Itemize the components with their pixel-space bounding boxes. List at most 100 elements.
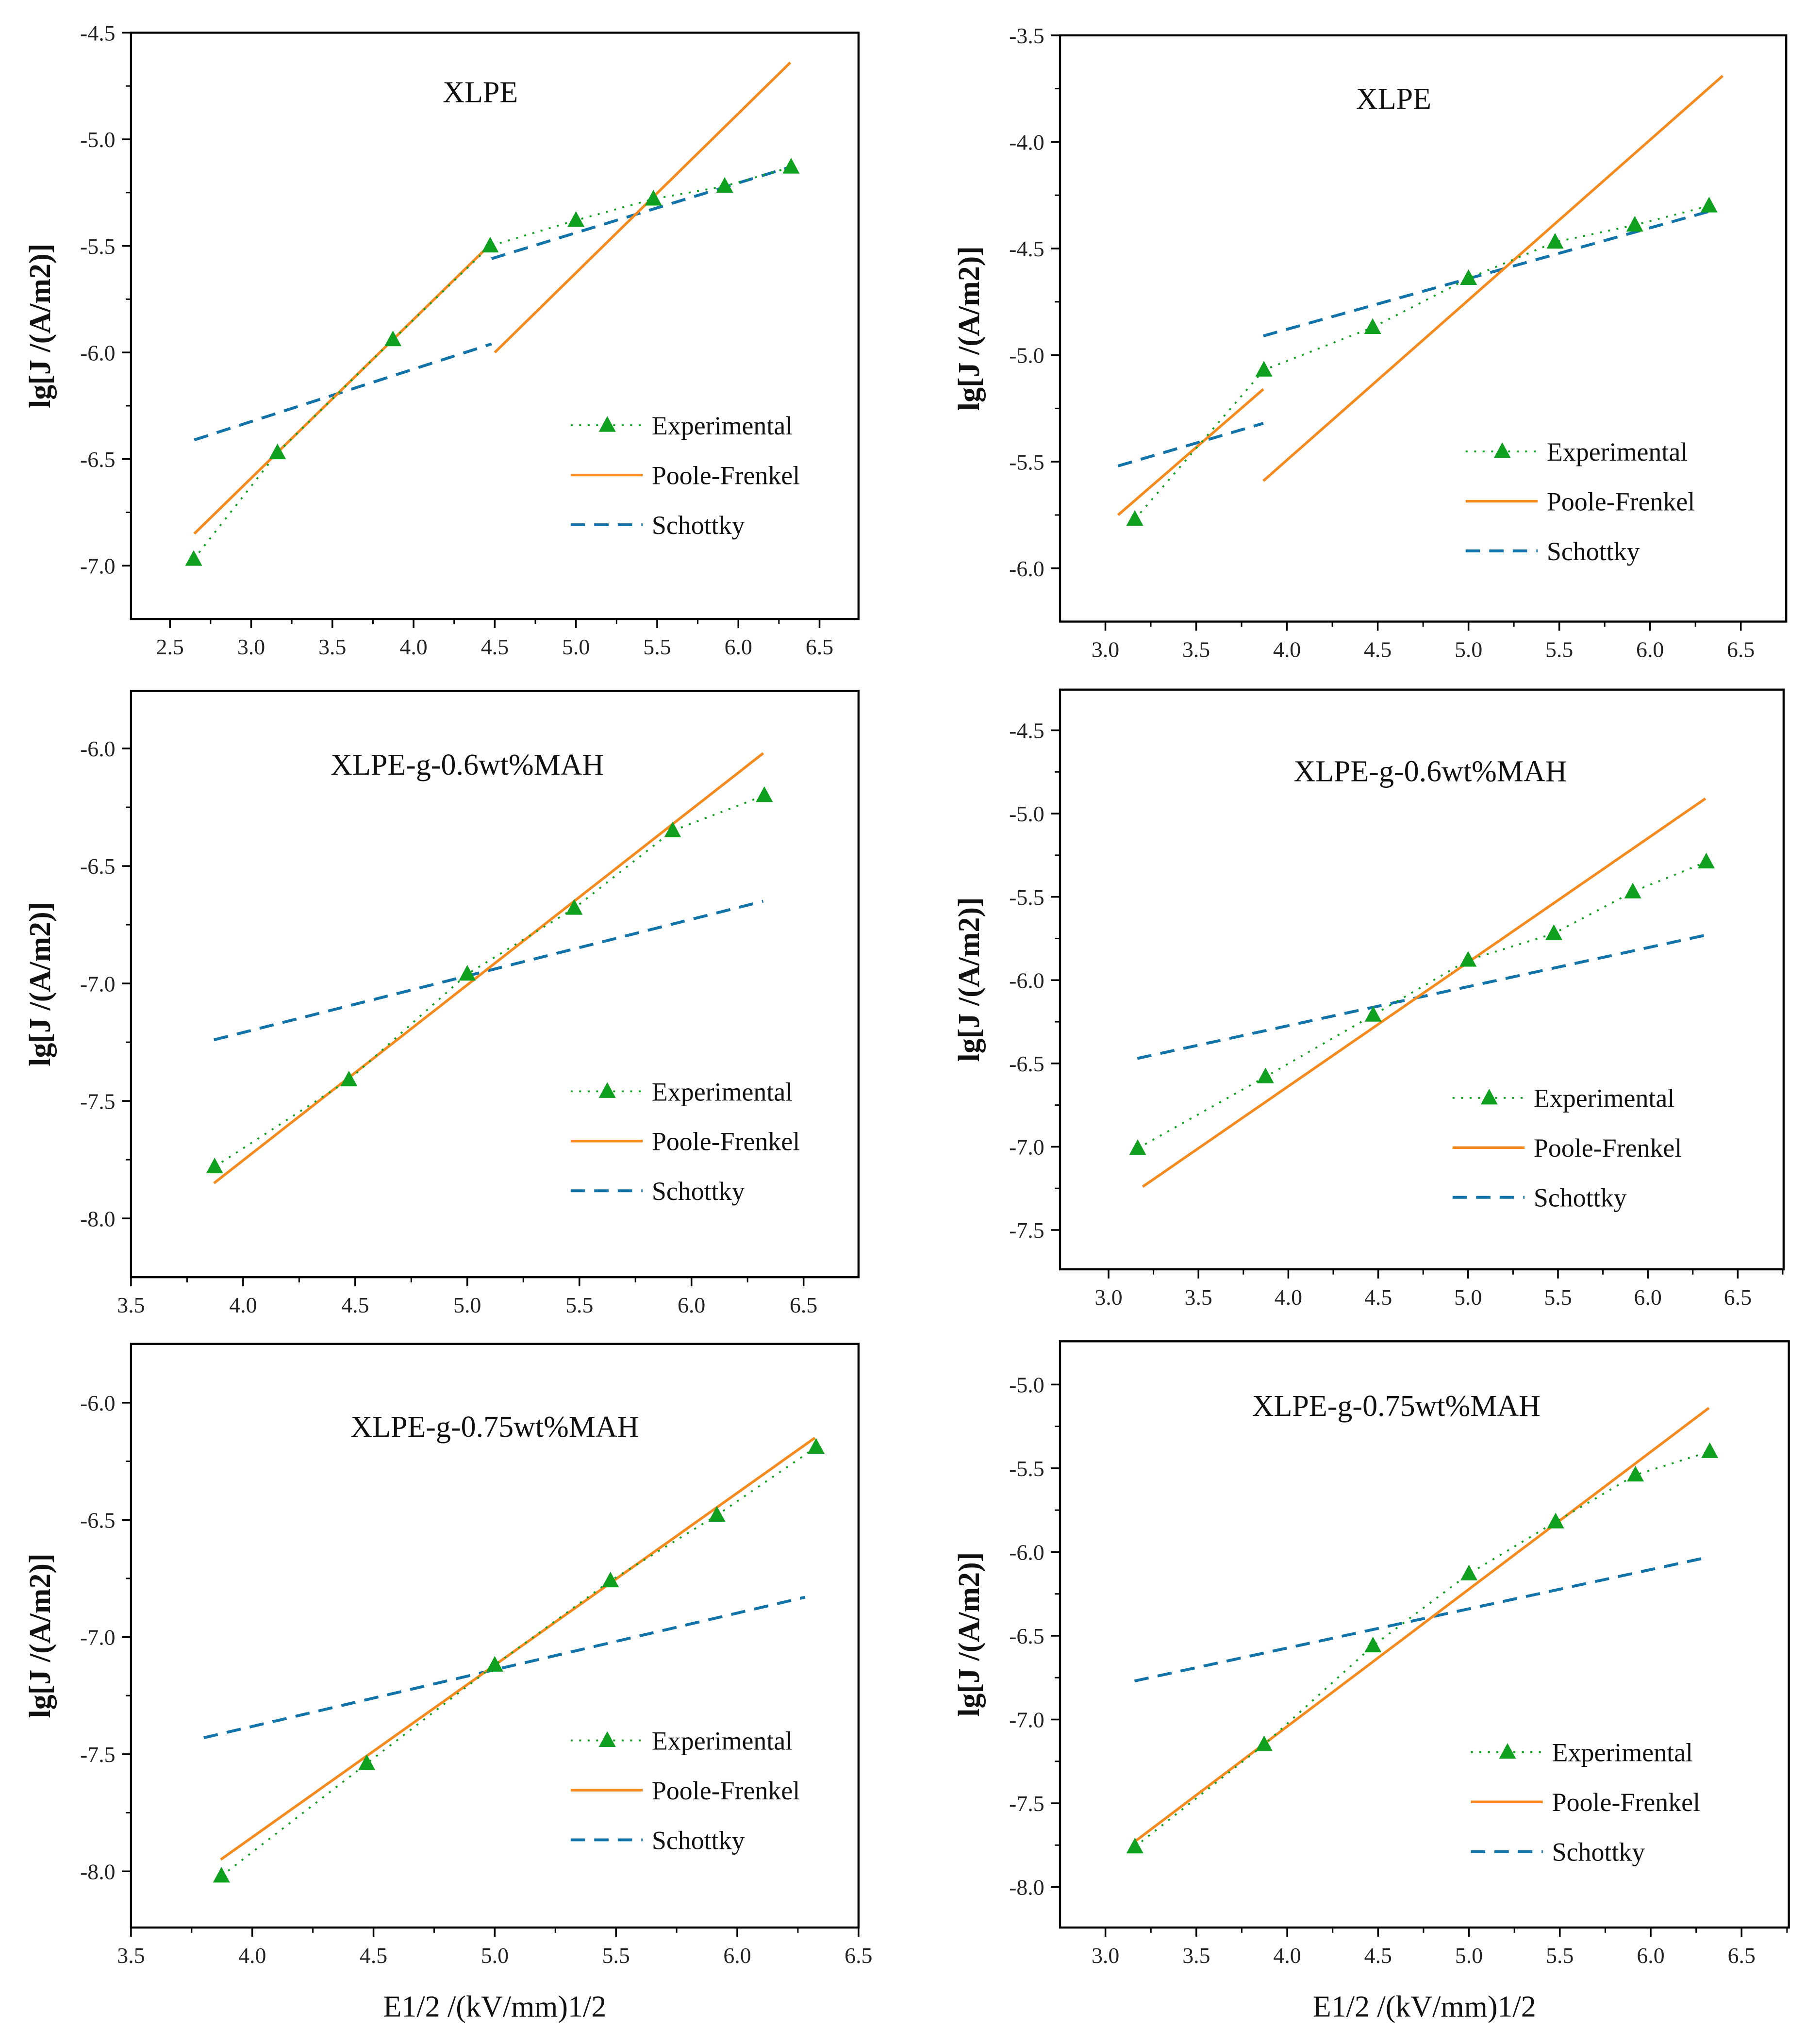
x-tick-label: 6.5 [806,634,833,659]
legend-label: Poole-Frenkel [652,461,800,490]
chart-panel-1: 2.5 3.0 3.5 4.0 4.5 5.0 5.5 6.0 6.5 -7.0 -6.5 -6.0 -… [24,21,860,659]
y-tick-label: -8.0 [80,1206,116,1231]
y-tick-label: -5.0 [1009,801,1044,826]
y-tick-label: -6.5 [1009,1051,1044,1076]
experimental-point [358,1754,376,1770]
chart-panel-6: 3.0 3.5 4.0 4.5 5.0 5.5 6.0 6.5 -8.0 -7.5 -7.0 -6.5… [953,1340,1790,2023]
x-tick-label: 6.0 [1636,637,1664,662]
legend-label: Schottky [652,511,745,540]
y-tick-label: -5.5 [80,234,116,259]
chart-panel-5: 3.5 4.0 4.5 5.0 5.5 6.0 6.5 -8.0 -7.5 -7.0 -6.5 -6.… [24,1343,872,2023]
x-tick-label: 5.0 [453,1293,481,1317]
x-tick-label: 5.5 [1544,1285,1572,1310]
y-tick-label: -5.5 [1009,449,1044,474]
experimental-point [1364,318,1381,334]
schottky-fit-line [491,166,791,260]
plot-frame [130,32,860,620]
x-tick-label: 4.5 [1364,1285,1392,1310]
legend-label: Schottky [652,1177,745,1206]
experimental-point [1364,1006,1382,1022]
legend-label: Experimental [652,1726,793,1755]
legend-label: Poole-Frenkel [1547,487,1695,516]
experimental-point [1460,269,1477,285]
experimental-line [193,166,792,560]
x-tick-label: 6.0 [1637,1943,1664,1968]
x-tick-label: 3.0 [1092,637,1119,662]
y-axis-label: lg[J /(A/m2)] [953,1552,986,1717]
poole-frenkel-fit-line [494,61,792,354]
legend-label: Poole-Frenkel [1534,1133,1682,1163]
x-tick-label: 4.5 [1364,637,1392,662]
x-tick-label: 4.0 [399,634,427,659]
experimental-point [213,1867,230,1883]
y-tick-label: -6.0 [1009,556,1044,581]
chart-panel-4: 3.0 3.5 4.0 4.5 5.0 5.5 6.0 6.5 -7.5 -7.0 -6.5 -6.0… [953,688,1785,1310]
experimental-point [1126,1837,1143,1854]
experimental-line [1134,205,1709,520]
x-tick-label: 5.5 [602,1943,630,1968]
x-tick-label: 3.0 [237,634,265,659]
x-tick-label: 4.5 [1364,1943,1392,1968]
x-tick-label: 5.0 [1454,1285,1482,1310]
experimental-point [645,190,662,206]
experimental-point [1256,1735,1273,1751]
x-tick-label: 6.0 [678,1293,705,1317]
x-tick-label: 4.0 [1275,1285,1302,1310]
experimental-point [565,899,583,915]
y-tick-label: -6.0 [1009,1540,1044,1565]
poole-frenkel-fit-line [1262,75,1724,482]
x-tick-label: 5.0 [481,1943,509,1968]
legend-label: Experimental [1534,1084,1674,1113]
x-tick-label: 4.5 [360,1943,387,1968]
experimental-point [1126,510,1143,526]
y-tick-label: -7.5 [1009,1791,1044,1816]
legend-triangle-icon [1493,442,1511,458]
legend-label: Poole-Frenkel [652,1776,800,1805]
x-tick-label: 5.5 [1546,1943,1574,1968]
y-tick-label: -6.5 [80,1508,116,1532]
experimental-point [1700,197,1718,213]
schottky-fit-line [1134,1555,1709,1683]
x-tick-label: 6.0 [1634,1285,1662,1310]
experimental-point [206,1157,223,1174]
panel-title: XLPE-g-0.75wt%MAH [350,1411,639,1444]
poole-frenkel-fit-line [213,752,764,1184]
schottky-fit-line [214,899,764,1042]
legend-label: Poole-Frenkel [1552,1788,1700,1817]
experimental-point [340,1070,358,1087]
experimental-line [221,1446,817,1877]
y-axis-label: lg[J /(A/m2)] [24,244,57,408]
chart-panel-2: 3.0 3.5 4.0 4.5 5.0 5.5 6.0 6.5 -6.0 -5.5 -5.0 -4.5… [953,23,1788,662]
x-axis-label: E1/2 /(kV/mm)1/2 [1313,1990,1536,2023]
experimental-point [459,964,476,981]
schottky-fit-line [1117,422,1264,467]
legend-label: Experimental [1552,1738,1693,1767]
y-axis-label: lg[J /(A/m2)] [953,246,986,411]
experimental-point [1698,852,1715,869]
x-axis-label: E1/2 /(kV/mm)1/2 [383,1990,606,2023]
panel-title: XLPE-g-0.75wt%MAH [1252,1390,1541,1423]
x-tick-label: 4.0 [229,1293,257,1317]
experimental-point [486,1656,503,1672]
x-tick-label: 5.5 [1545,637,1573,662]
x-tick-label: 3.5 [1185,1285,1212,1310]
experimental-point [1364,1636,1382,1653]
legend-triangle-icon [598,1731,616,1747]
poole-frenkel-fit-line [1133,1407,1710,1843]
x-tick-label: 4.0 [1273,637,1301,662]
legend-label: Schottky [1534,1183,1627,1213]
schottky-fit-line [194,342,492,442]
experimental-point [664,821,681,837]
experimental-point [1460,1564,1478,1580]
y-tick-label: -7.5 [1009,1218,1044,1243]
y-tick-label: -6.5 [80,447,116,472]
legend-triangle-icon [1499,1743,1516,1759]
experimental-point [1701,1442,1719,1458]
panel-title: XLPE-g-0.6wt%MAH [1293,755,1567,788]
experimental-line [214,795,765,1168]
y-tick-label: -4.0 [1009,130,1044,155]
plot-frame [1059,34,1788,623]
y-tick-label: -5.0 [1009,1373,1044,1397]
experimental-point [384,330,402,347]
